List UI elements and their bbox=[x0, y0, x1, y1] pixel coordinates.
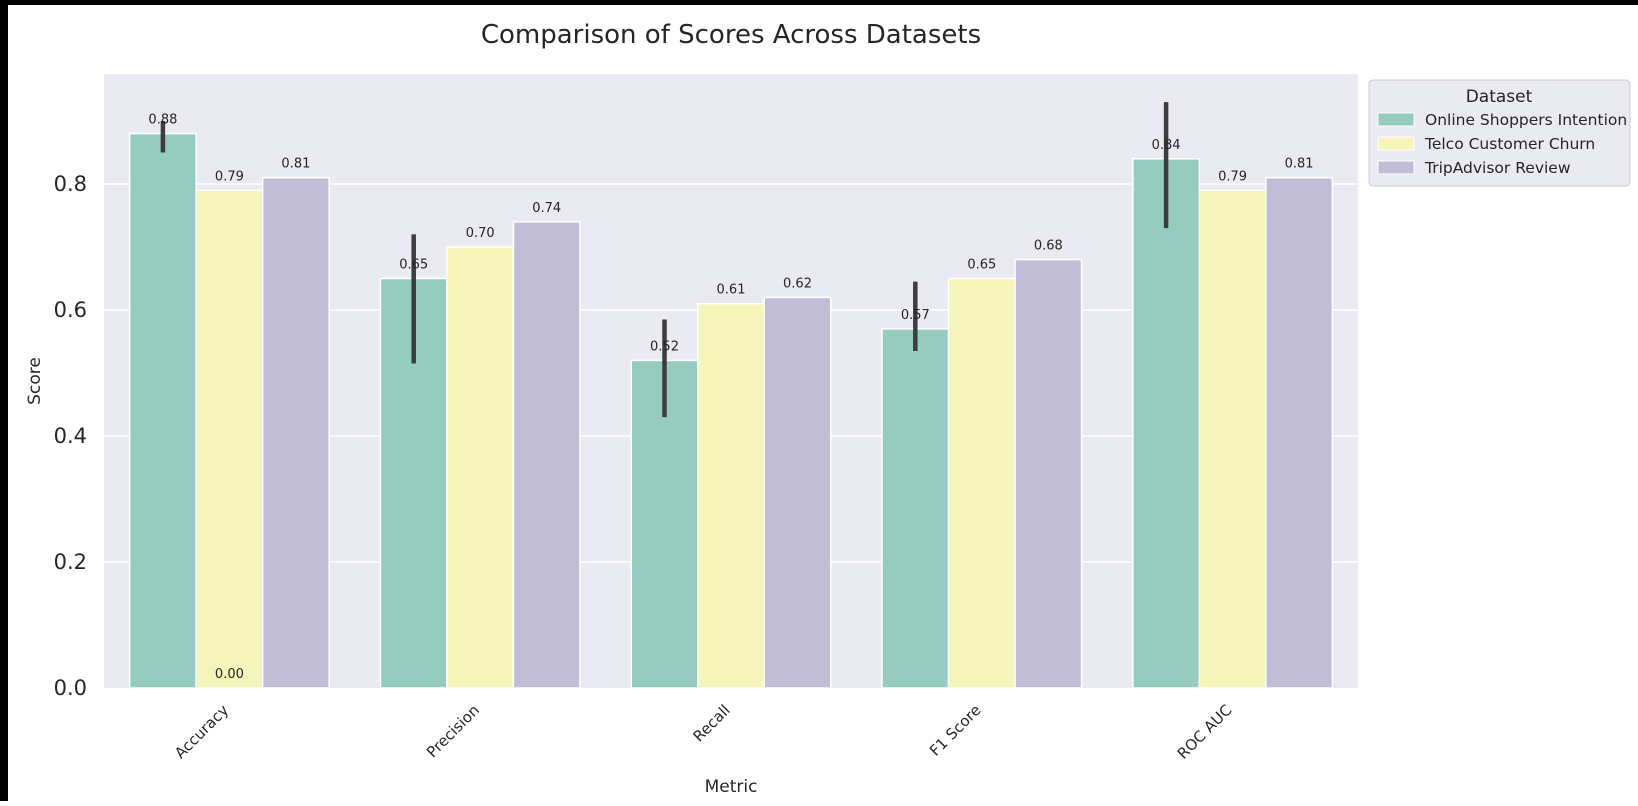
y-tick-label: 0.2 bbox=[54, 550, 87, 574]
legend: Dataset Online Shoppers Intention Telco C… bbox=[1368, 79, 1631, 187]
bar-value-label: 0.65 bbox=[399, 258, 428, 273]
chart-title: Comparison of Scores Across Datasets bbox=[481, 20, 981, 50]
bar-value-label: 0.57 bbox=[901, 308, 930, 323]
error-bars bbox=[160, 102, 1169, 418]
bar-value-label: 0.84 bbox=[1152, 138, 1181, 153]
x-tick-label: Accuracy bbox=[171, 701, 232, 762]
y-axis-title: Score bbox=[25, 357, 45, 405]
bar-value-label: 0.65 bbox=[967, 258, 996, 273]
bar bbox=[1265, 176, 1334, 689]
legend-label: Telco Customer Churn bbox=[1424, 135, 1595, 153]
bar bbox=[697, 302, 765, 689]
bar-labels: 0.88 0.79 0.81 0.65 0.70 0.74 0.52 0.61 0.62 0.57… bbox=[148, 113, 1313, 682]
bar bbox=[195, 189, 264, 689]
bar-chart: 0.88 0.79 0.81 0.65 0.70 0.74 0.52 0.61 0.62 0.57… bbox=[25, 20, 1631, 797]
bar bbox=[512, 221, 581, 689]
bar bbox=[947, 277, 1016, 689]
x-tick-label: Precision bbox=[423, 701, 483, 761]
y-tick-label: 0.4 bbox=[54, 424, 87, 448]
bar bbox=[1198, 189, 1267, 689]
bar bbox=[1014, 258, 1083, 689]
bar bbox=[261, 176, 330, 689]
annotation-label: 0.00 bbox=[215, 667, 244, 682]
legend-swatch bbox=[1377, 136, 1415, 151]
x-axis-title: Metric bbox=[705, 777, 758, 797]
bar-value-label: 0.81 bbox=[1285, 157, 1314, 172]
legend-swatch bbox=[1377, 112, 1415, 127]
legend-label: Online Shoppers Intention bbox=[1425, 111, 1627, 129]
y-tick-label: 0.6 bbox=[54, 298, 87, 322]
legend-swatch bbox=[1377, 160, 1415, 175]
bar-value-label: 0.88 bbox=[148, 113, 177, 128]
bar bbox=[446, 246, 515, 689]
legend-title: Dataset bbox=[1466, 87, 1533, 107]
bar-value-label: 0.62 bbox=[783, 276, 812, 291]
bar-value-label: 0.79 bbox=[215, 169, 244, 184]
bar bbox=[881, 328, 950, 689]
bar-value-label: 0.68 bbox=[1034, 239, 1063, 254]
bar-value-label: 0.70 bbox=[466, 226, 495, 241]
x-tick-label: ROC AUC bbox=[1174, 701, 1236, 763]
y-tick-label: 0.8 bbox=[54, 172, 87, 196]
bar-value-label: 0.52 bbox=[650, 339, 679, 354]
bar-value-label: 0.79 bbox=[1218, 169, 1247, 184]
bar bbox=[763, 296, 832, 689]
legend-label: TripAdvisor Review bbox=[1424, 159, 1571, 177]
x-tick-label: Recall bbox=[689, 701, 733, 745]
bar-value-label: 0.74 bbox=[532, 201, 561, 216]
bar bbox=[128, 132, 197, 689]
bar-value-label: 0.81 bbox=[281, 157, 310, 172]
bars bbox=[128, 132, 1334, 689]
bar bbox=[1132, 158, 1201, 689]
legend-box bbox=[1368, 79, 1631, 187]
bar-value-label: 0.61 bbox=[717, 283, 746, 298]
y-tick-label: 0.0 bbox=[54, 676, 87, 700]
x-tick-label: F1 Score bbox=[926, 701, 985, 760]
legend-items: Online Shoppers Intention Telco Customer … bbox=[1377, 111, 1627, 177]
